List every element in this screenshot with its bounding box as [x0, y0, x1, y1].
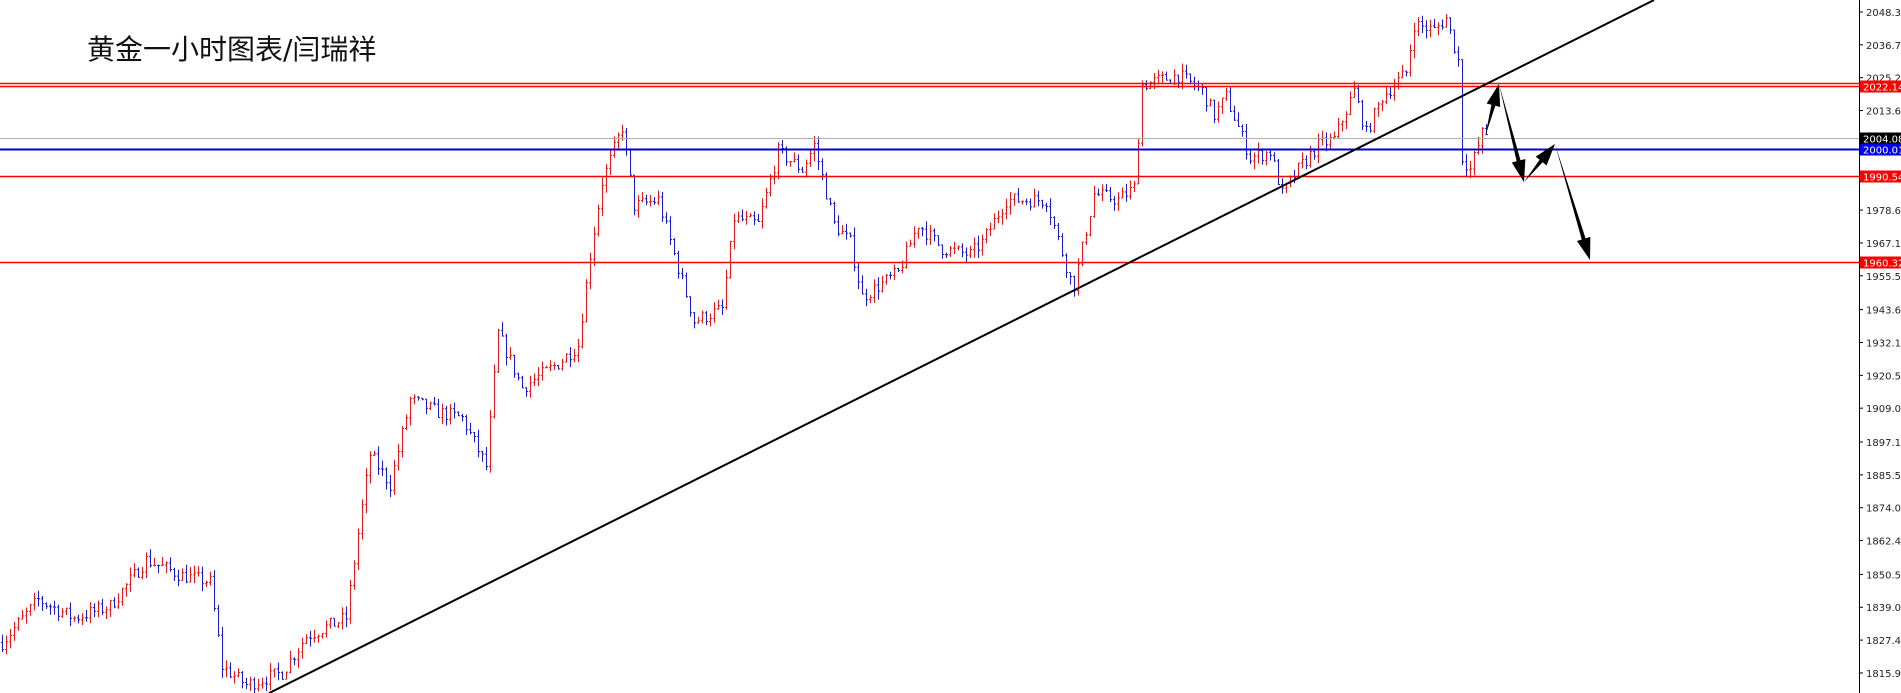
axis-tick-label: 1909.00 — [1866, 404, 1901, 415]
projection-arrow — [1555, 143, 1591, 260]
projection-arrow — [1524, 143, 1555, 183]
price-tag-1990.54 — [1860, 170, 1901, 183]
price-tag-label: 2022.14 — [1863, 83, 1901, 94]
projection-arrow — [1485, 83, 1501, 137]
drawings-layer — [268, 0, 1655, 693]
price-axis: 2048.30 2036.75 2025.20 2013.65 1978.65 1967.… — [1859, 8, 1901, 680]
axis-tick-label: 2025.20 — [1866, 74, 1901, 85]
axis-tick-label: 1862.45 — [1866, 537, 1901, 548]
axis-tick-label: 1839.00 — [1866, 603, 1901, 614]
axis-tick-label: 1920.55 — [1866, 371, 1901, 382]
axis-tick-label: 1897.10 — [1866, 438, 1901, 449]
axis-tick-label: 1850.55 — [1866, 570, 1901, 581]
axis-tick-label: 1874.00 — [1866, 504, 1901, 515]
chart-title: 黄金一小时图表/闫瑞祥 — [87, 33, 377, 66]
price-tag-1960.32 — [1860, 256, 1901, 269]
price-tag-label: 1990.54 — [1863, 173, 1901, 184]
axis-tick-label: 1955.55 — [1866, 272, 1901, 283]
trendline — [268, 0, 1655, 693]
horizontal-lines-layer — [0, 82, 1859, 264]
price-tag-2022.14 — [1860, 80, 1901, 93]
projection-arrow — [1499, 83, 1526, 183]
axis-tick-label: 1827.45 — [1866, 636, 1901, 647]
axis-tick-label: 1932.10 — [1866, 338, 1901, 349]
axis-tick-label: 1815.90 — [1866, 669, 1901, 680]
candles-layer — [1, 13, 1488, 693]
price-tag-2000.01 — [1860, 143, 1901, 156]
price-tag-2004.08 — [1860, 132, 1901, 145]
axis-tick-label: 2048.30 — [1866, 8, 1901, 19]
axis-tick-label: 1978.65 — [1866, 206, 1901, 217]
axis-tick-label: 1885.55 — [1866, 471, 1901, 482]
price-tag-label: 2004.08 — [1863, 135, 1901, 146]
axis-tick-label: 2013.65 — [1866, 107, 1901, 118]
axis-tick-label: 2036.75 — [1866, 41, 1901, 52]
price-tag-label: 1960.32 — [1863, 259, 1901, 270]
price-tag-label: 2000.01 — [1863, 146, 1901, 157]
axis-tick-label: 1967.10 — [1866, 239, 1901, 250]
axis-tick-label: 1943.65 — [1866, 306, 1901, 317]
